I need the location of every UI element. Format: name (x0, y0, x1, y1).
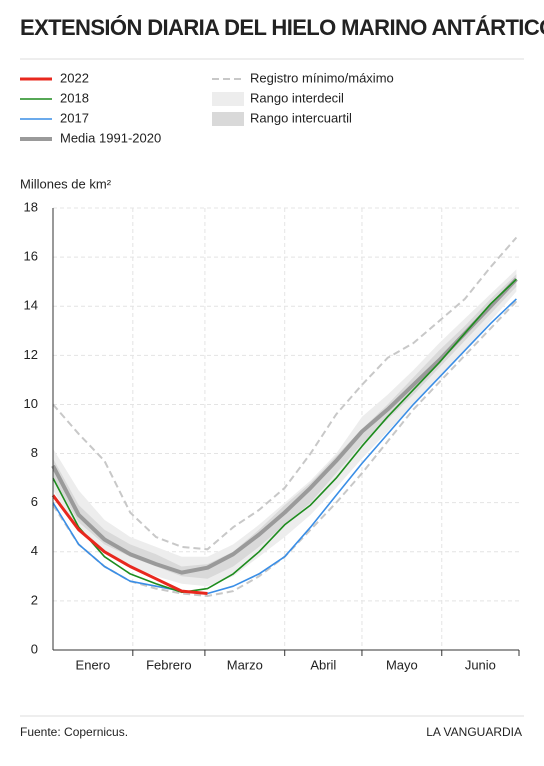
y-tick-label: 2 (31, 592, 38, 607)
series-line (51, 277, 518, 575)
x-tick-label: Enero (76, 657, 111, 672)
y-tick-label: 0 (31, 641, 38, 656)
legend-label: Rango intercuartil (250, 110, 352, 125)
x-tick-label: Abril (310, 657, 336, 672)
legend-label: 2022 (60, 70, 89, 85)
chart-title: EXTENSIÓN DIARIA DEL HIELO MARINO ANTÁRT… (20, 15, 544, 40)
y-tick-label: 14 (24, 298, 38, 313)
x-tick-label: Febrero (146, 657, 192, 672)
legend-label: Rango interdecil (250, 90, 344, 105)
legend-label: 2017 (60, 110, 89, 125)
y-axis-label: Millones de km² (20, 176, 112, 191)
legend-label: Registro mínimo/máximo (250, 70, 394, 85)
record-line (52, 236, 518, 551)
legend-label: Media 1991-2020 (60, 130, 161, 145)
brand: LA VANGUARDIA (426, 725, 522, 739)
legend-swatch (212, 112, 244, 126)
y-tick-label: 8 (31, 445, 38, 460)
y-tick-label: 18 (24, 199, 38, 214)
series-line (52, 298, 517, 595)
band (53, 274, 517, 579)
source: Fuente: Copernicus. (20, 725, 128, 739)
x-tick-label: Junio (465, 657, 496, 672)
legend-label: 2018 (60, 90, 89, 105)
y-tick-label: 6 (31, 494, 38, 509)
x-tick-label: Marzo (227, 657, 263, 672)
y-tick-label: 10 (24, 396, 38, 411)
series-line (51, 494, 208, 595)
legend-swatch (212, 92, 244, 106)
x-tick-label: Mayo (386, 657, 418, 672)
y-tick-label: 12 (24, 347, 38, 362)
series-line (52, 278, 517, 594)
y-tick-label: 4 (31, 543, 38, 558)
y-tick-label: 16 (24, 249, 38, 264)
